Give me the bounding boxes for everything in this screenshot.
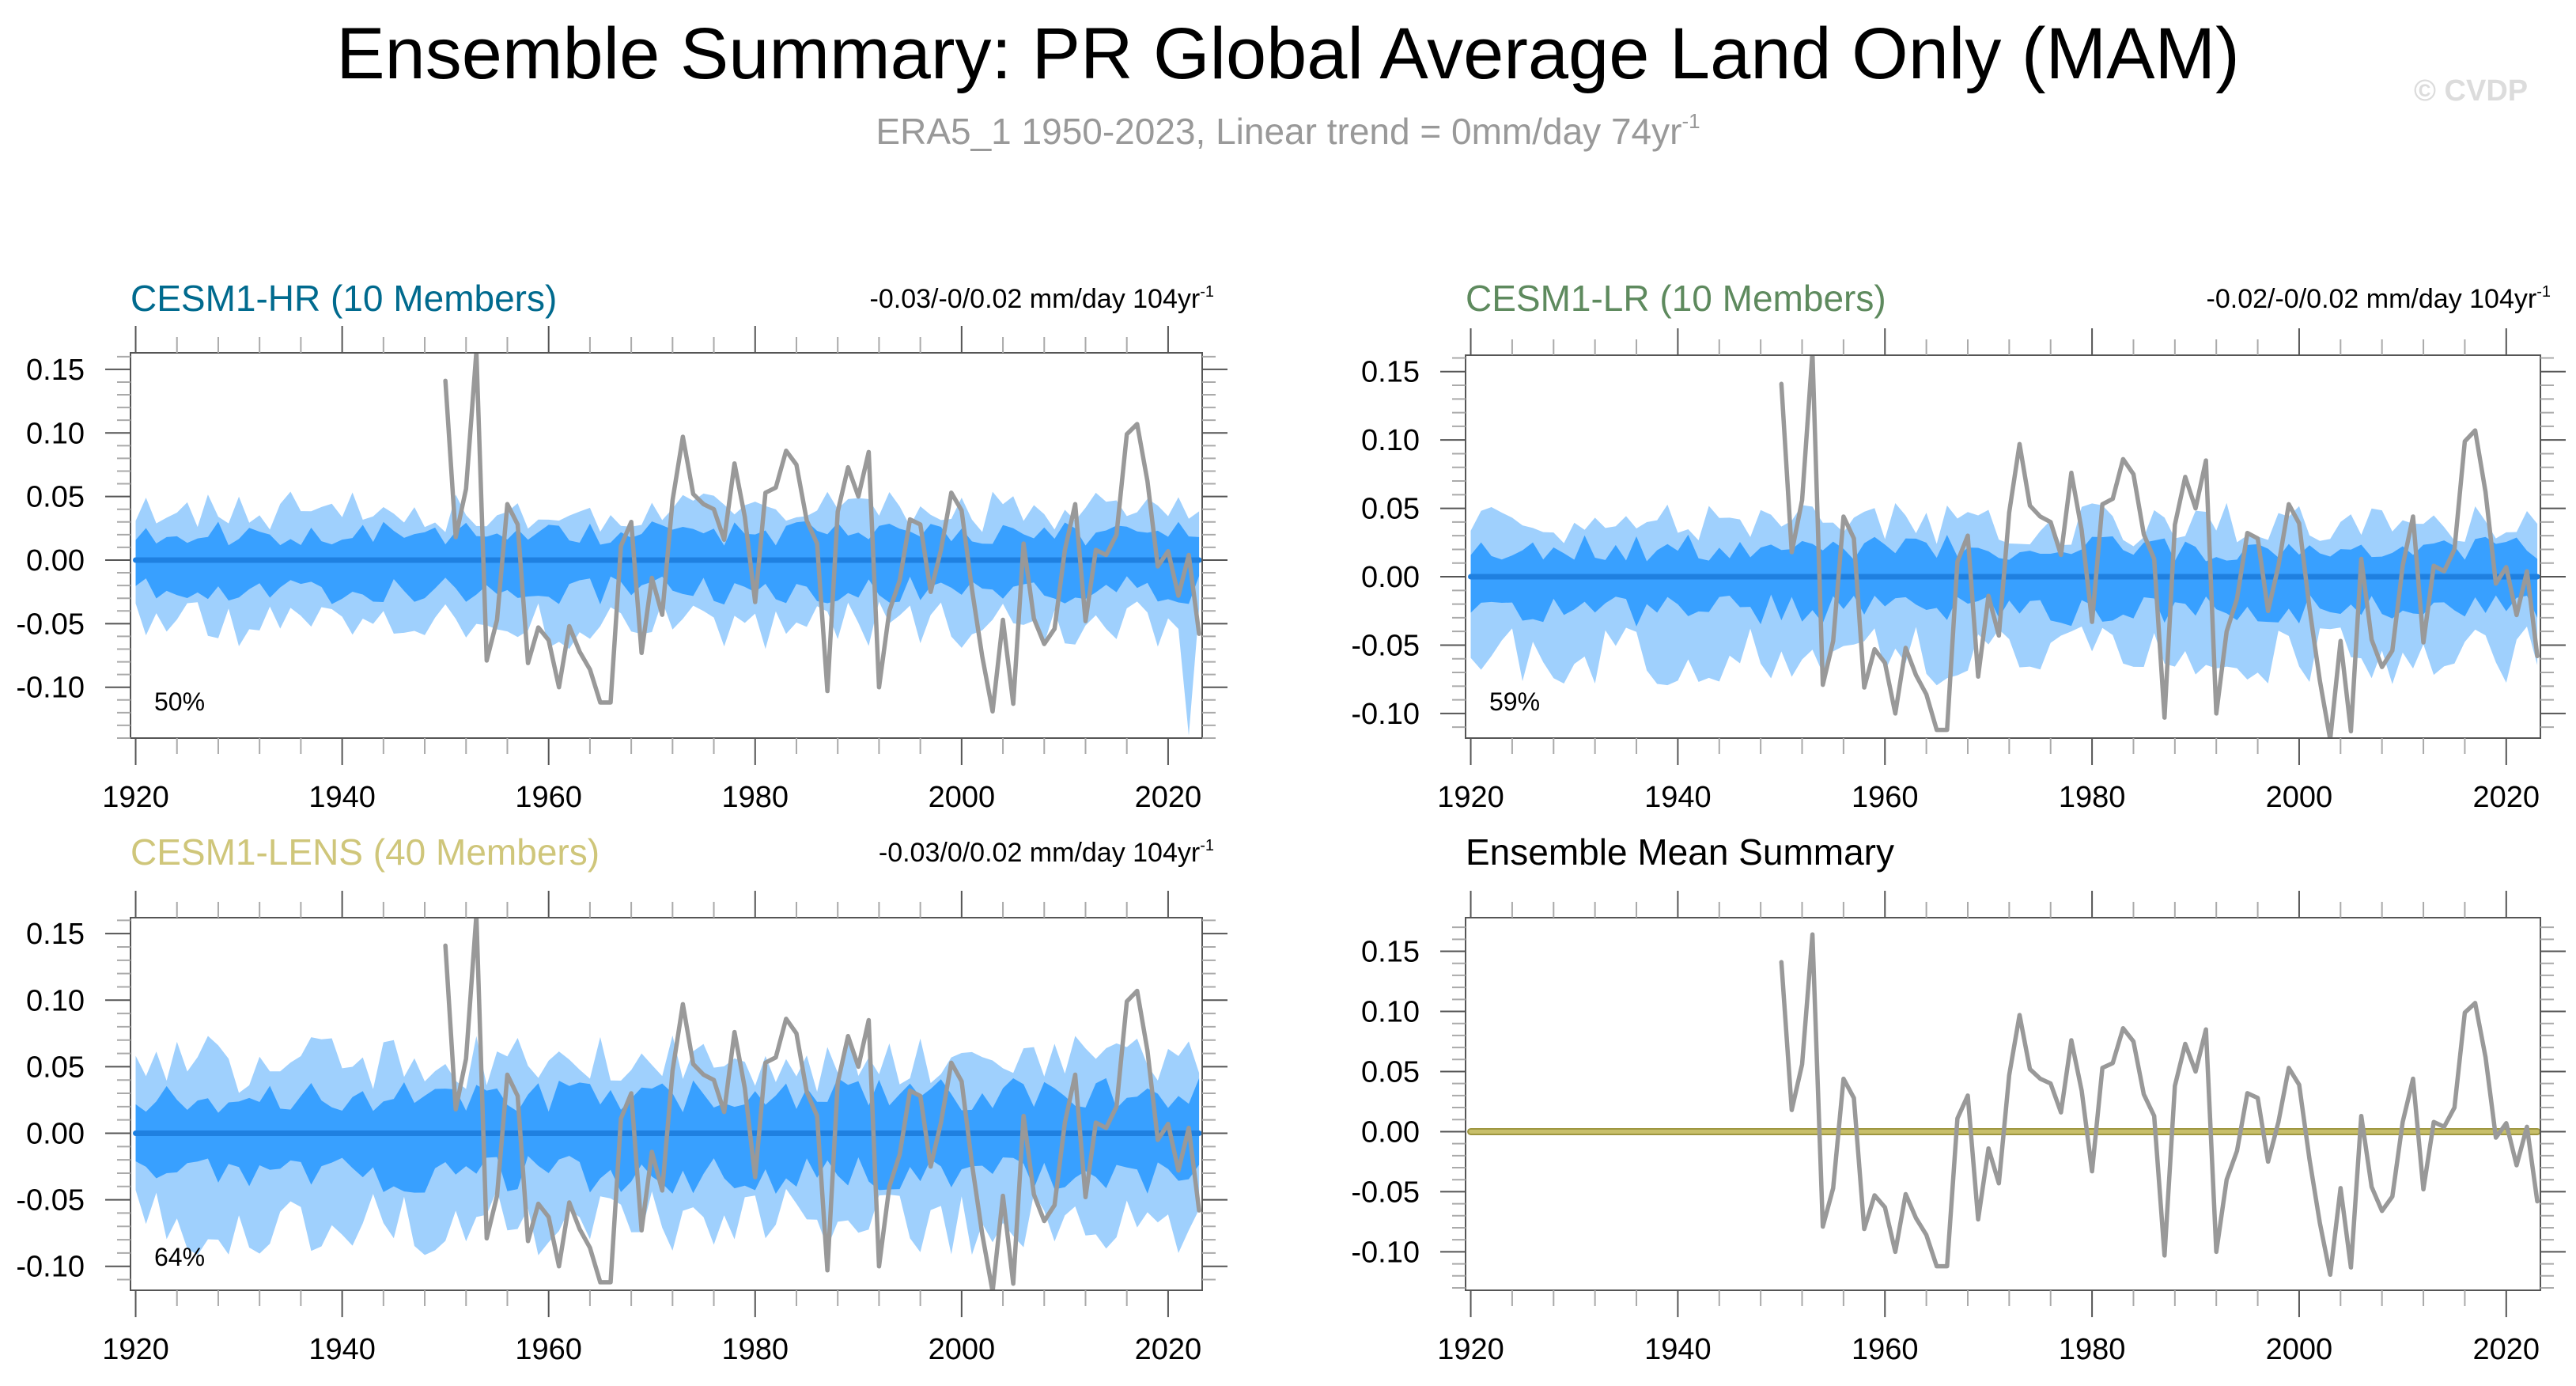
subtitle-text: ERA5_1 1950-2023, Linear trend = 0mm/day… (876, 111, 1682, 152)
y-tick-label: -0.10 (16, 1251, 85, 1284)
trend-label-superscript: -1 (1200, 283, 1214, 301)
x-tick-label: 1980 (721, 1333, 789, 1366)
observation-line (1779, 355, 2540, 738)
y-tick-label: 0.00 (26, 544, 85, 578)
x-tick-label: 1940 (308, 781, 376, 814)
trend-label-text: -0.03/0/0.02 mm/day 104yr (879, 838, 1200, 868)
main-title: Ensemble Summary: PR Global Average Land… (336, 13, 2240, 94)
panel-cesm1-lr: 1920 1940 1960 1980 2000 2020 -0.10 -0.05 0.00 0.… (1351, 278, 2566, 814)
trend-label: -0.03/0/0.02 mm/day 104yr-1 (879, 837, 1214, 868)
y-tick-label: 0.05 (1361, 493, 1420, 526)
percent-label: 64% (154, 1243, 205, 1271)
x-tick-label: 2000 (929, 781, 996, 814)
plot-frame (1465, 917, 2541, 1291)
plot-frame (1465, 354, 2541, 739)
cvdp-watermark: © CVDP (2414, 74, 2529, 108)
y-tick-label: -0.05 (1351, 1176, 1420, 1209)
trend-label-superscript: -1 (1200, 837, 1214, 854)
percent-label: 50% (154, 687, 205, 716)
y-tick-label: 0.15 (26, 918, 85, 951)
panel-title: CESM1-HR (10 Members) (131, 278, 557, 319)
x-tick-label: 2020 (1135, 781, 1202, 814)
y-tick-label: 0.10 (26, 417, 85, 450)
y-tick-label: 0.15 (1361, 356, 1420, 389)
y-tick-label: 0.00 (26, 1118, 85, 1151)
y-tick-label: -0.05 (1351, 629, 1420, 662)
x-tick-label: 1980 (721, 781, 789, 814)
plot-area (1467, 932, 2540, 1277)
observation-line (443, 353, 1201, 714)
trend-label: -0.03/-0/0.02 mm/day 104yr-1 (870, 283, 1214, 314)
trend-label-superscript: -1 (2536, 283, 2551, 301)
panel-cesm1-lens: 1920 1940 1960 1980 2000 2020 -0.10 -0.05 0.00 0.… (16, 831, 1227, 1366)
x-tick-label: 2000 (2266, 781, 2333, 814)
x-tick-label: 1920 (1437, 781, 1504, 814)
x-tick-label: 1920 (102, 1333, 169, 1366)
subtitle: ERA5_1 1950-2023, Linear trend = 0mm/day… (0, 111, 2576, 150)
x-tick-label: 1980 (2059, 1333, 2126, 1366)
x-tick-label: 1980 (2059, 781, 2126, 814)
y-tick-label: -0.10 (16, 672, 85, 705)
x-tick-label: 1960 (1852, 1333, 1919, 1366)
x-tick-label: 1960 (1852, 781, 1919, 814)
plot-frame (130, 352, 1203, 739)
panel-cesm1-hr: 1920 1940 1960 1980 2000 2020 -0.10 -0.05 0.00 0.… (16, 278, 1227, 814)
y-tick-label: -0.10 (1351, 698, 1420, 731)
plot-area (133, 353, 1202, 736)
x-tick-label: 1940 (308, 1333, 376, 1366)
plot-frame (130, 917, 1203, 1291)
y-tick-label: -0.05 (16, 1184, 85, 1217)
subtitle-superscript: -1 (1681, 109, 1700, 133)
plot-area (1468, 355, 2540, 738)
trend-label: -0.02/-0/0.02 mm/day 104yr-1 (2207, 283, 2551, 314)
x-tick-label: 2000 (2266, 1333, 2333, 1366)
y-tick-label: 0.05 (26, 481, 85, 514)
y-tick-label: 0.00 (1361, 561, 1420, 594)
y-tick-label: 0.10 (1361, 996, 1420, 1029)
panel-title: CESM1-LR (10 Members) (1466, 278, 1886, 319)
observation-line (1779, 932, 2540, 1277)
x-tick-label: 1960 (515, 1333, 582, 1366)
trend-label-text: -0.03/-0/0.02 mm/day 104yr (870, 284, 1201, 314)
x-tick-label: 2020 (2473, 1333, 2540, 1366)
panel-title: Ensemble Mean Summary (1466, 831, 1894, 873)
x-tick-label: 2000 (929, 1333, 996, 1366)
y-tick-label: -0.10 (1351, 1236, 1420, 1269)
y-tick-label: 0.00 (1361, 1115, 1420, 1149)
plot-area (133, 918, 1202, 1290)
y-tick-label: 0.15 (1361, 936, 1420, 969)
percent-label: 59% (1489, 687, 1540, 716)
y-tick-label: 0.10 (26, 984, 85, 1017)
y-tick-label: 0.05 (1361, 1055, 1420, 1089)
x-tick-label: 1960 (515, 781, 582, 814)
panel-ensemble-mean-summary: 1920 1940 1960 1980 2000 2020 -0.10 -0.05 0.00 0.… (1351, 831, 2566, 1366)
y-tick-label: 0.05 (26, 1051, 85, 1084)
x-tick-label: 1920 (102, 781, 169, 814)
x-tick-label: 1920 (1437, 1333, 1504, 1366)
x-tick-label: 1940 (1644, 781, 1712, 814)
y-tick-label: -0.05 (16, 608, 85, 641)
panel-title: CESM1-LENS (40 Members) (131, 831, 600, 873)
x-tick-label: 2020 (1135, 1333, 1202, 1366)
x-tick-label: 1940 (1644, 1333, 1712, 1366)
observation-line (443, 918, 1201, 1290)
y-tick-label: 0.10 (1361, 424, 1420, 457)
trend-label-text: -0.02/-0/0.02 mm/day 104yr (2207, 284, 2537, 314)
x-tick-label: 2020 (2473, 781, 2540, 814)
y-tick-label: 0.15 (26, 354, 85, 387)
